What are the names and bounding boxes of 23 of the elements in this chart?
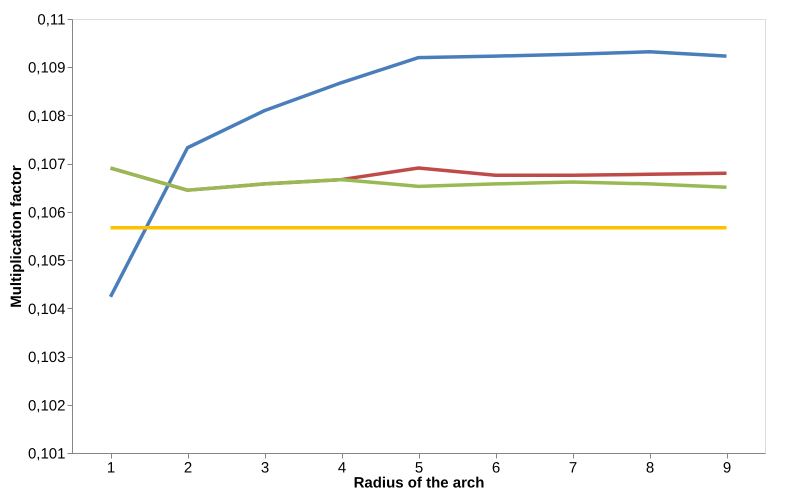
x-tick-label: 4 — [338, 460, 346, 476]
x-tick-label: 7 — [568, 460, 578, 476]
y-tick-label: 0,101 — [28, 446, 66, 462]
y-tick-label: 0,103 — [28, 349, 66, 366]
y-tick-label: 0,108 — [28, 108, 66, 125]
line-series — [108, 50, 728, 299]
x-tick-label: 8 — [646, 460, 654, 476]
x-tick-label: 1 — [106, 460, 116, 476]
y-tick-label: 0,102 — [28, 397, 66, 414]
y-axis-title: Multiplication factor — [8, 165, 25, 308]
x-axis-title: Radius of the arch — [354, 474, 484, 492]
line-series — [108, 166, 728, 192]
y-tick-label: 0,107 — [28, 156, 66, 174]
y-tick-label: 0,106 — [28, 204, 66, 222]
y-tick-label: 0,104 — [28, 300, 66, 318]
y-tick-label: 0,105 — [28, 252, 66, 270]
x-tick-label: 3 — [260, 460, 270, 476]
x-tick-label: 9 — [722, 460, 732, 476]
y-tick-label: 0,11 — [37, 12, 66, 28]
x-tick-label: 2 — [184, 460, 192, 476]
x-tick-label: 5 — [414, 460, 424, 476]
y-tick-label: 0,109 — [28, 60, 66, 77]
x-tick-label: 6 — [492, 460, 500, 476]
